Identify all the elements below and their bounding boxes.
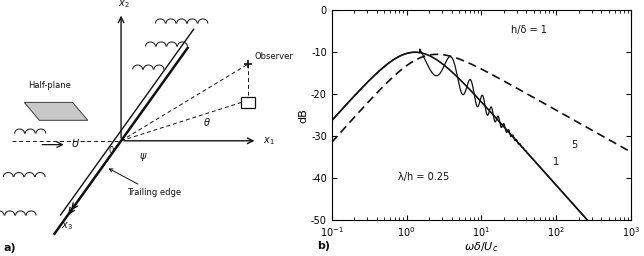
Text: 1: 1 bbox=[553, 157, 560, 167]
Text: Observer: Observer bbox=[254, 52, 293, 61]
Text: a): a) bbox=[3, 243, 15, 253]
Text: λ/h = 0.25: λ/h = 0.25 bbox=[397, 172, 449, 182]
Text: $U$: $U$ bbox=[71, 137, 80, 149]
Text: $\psi$: $\psi$ bbox=[139, 151, 148, 163]
Text: $x_2$: $x_2$ bbox=[118, 0, 130, 10]
Text: $\theta$: $\theta$ bbox=[203, 116, 211, 128]
Y-axis label: dB: dB bbox=[298, 108, 308, 123]
Text: b): b) bbox=[317, 241, 330, 251]
Polygon shape bbox=[24, 102, 88, 120]
Text: $x_3$: $x_3$ bbox=[61, 220, 73, 232]
Text: Trailing edge: Trailing edge bbox=[109, 169, 181, 197]
Text: 5: 5 bbox=[571, 140, 578, 150]
Text: $x_1$: $x_1$ bbox=[263, 135, 275, 147]
Bar bbox=[242, 97, 255, 108]
Text: Half-plane: Half-plane bbox=[28, 81, 71, 90]
Text: 0: 0 bbox=[108, 146, 113, 155]
X-axis label: $\omega\delta/U_c$: $\omega\delta/U_c$ bbox=[464, 240, 498, 254]
Text: h/δ = 1: h/δ = 1 bbox=[511, 25, 547, 35]
